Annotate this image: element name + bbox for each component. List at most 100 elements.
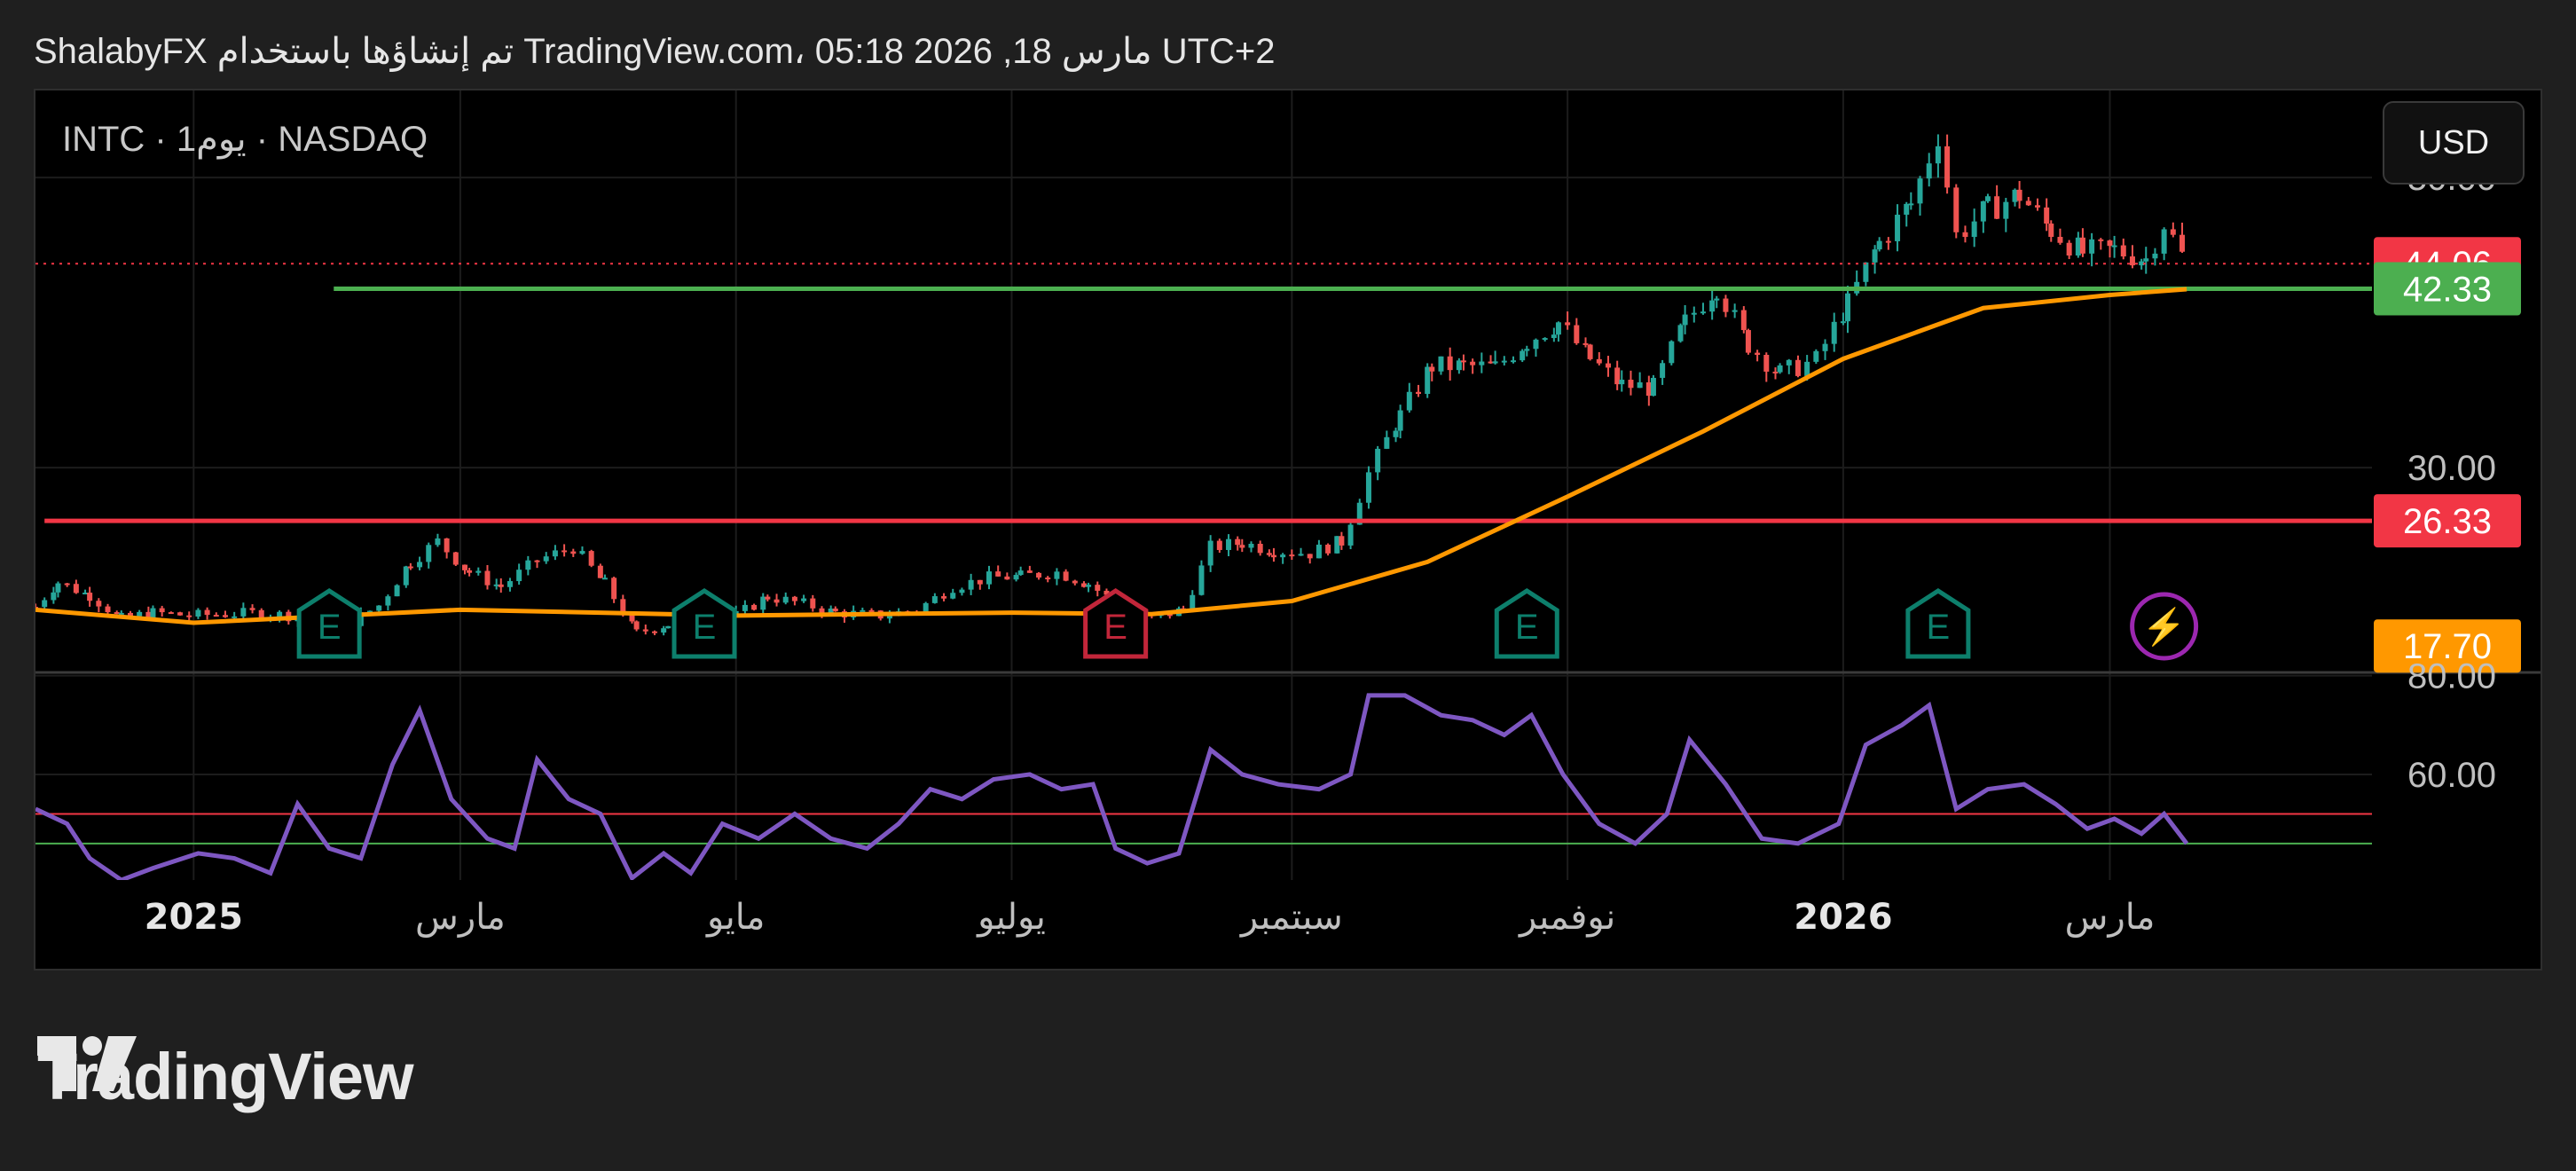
candle-body: [1397, 410, 1403, 431]
candle-body: [1017, 570, 1024, 576]
y-axis-tick-label: 30.00: [2407, 449, 2496, 488]
candle-body: [484, 570, 491, 586]
candle-body: [1063, 571, 1069, 581]
candle-body: [1510, 360, 1516, 363]
candle-body: [1004, 576, 1010, 580]
candle-body: [1660, 363, 1666, 378]
candle-body: [579, 551, 585, 554]
candle-body: [1026, 570, 1033, 573]
x-axis-tick-label: مايو: [705, 897, 765, 938]
candle-body: [1406, 391, 1412, 411]
candle-body: [2048, 224, 2054, 238]
candle-body: [860, 609, 866, 612]
candle-body: [950, 593, 956, 599]
candle-body: [1614, 367, 1621, 385]
candle-body: [240, 608, 247, 617]
candle-body: [1347, 524, 1354, 546]
candle-body: [633, 621, 640, 630]
chart-canvas[interactable]: EEEEE⚡50.0030.0044.0642.3326.3317.7080.0…: [35, 90, 2541, 969]
candle-body: [1714, 298, 1720, 301]
candle-body: [1565, 322, 1571, 326]
candle-body: [1605, 363, 1611, 368]
candle-body: [1080, 583, 1087, 587]
candle-body: [1813, 350, 1819, 362]
candle-body: [1447, 356, 1453, 371]
earnings-marker[interactable]: E: [1905, 588, 1971, 659]
candle-body: [642, 629, 648, 632]
candle-body: [1926, 163, 1932, 179]
tradingview-footer: TradingView: [37, 1036, 414, 1116]
candle-body: [1375, 448, 1381, 473]
candle-body: [277, 611, 283, 617]
candle-body: [629, 615, 635, 622]
candle-body: [1334, 536, 1340, 554]
candle-body: [222, 615, 228, 617]
earnings-marker[interactable]: E: [1494, 588, 1559, 659]
chart-panel[interactable]: EEEEE⚡50.0030.0044.0642.3326.3317.7080.0…: [34, 89, 2542, 971]
candle-body: [118, 612, 124, 615]
candle-body: [1524, 349, 1530, 351]
currency-button[interactable]: USD: [2383, 101, 2525, 185]
candle-body: [186, 615, 192, 617]
candle-body: [1013, 575, 1019, 580]
candle-body: [150, 608, 156, 619]
x-axis-tick-label: سبتمبر: [1239, 897, 1343, 938]
candle-body: [1863, 262, 1869, 282]
candle-body: [1895, 215, 1901, 241]
candle-body: [462, 564, 468, 570]
event-marker-label: E: [1927, 608, 1951, 647]
candle-body: [403, 566, 409, 586]
candle-body: [1298, 554, 1304, 556]
candle-body: [588, 551, 594, 566]
candle-body: [611, 578, 617, 600]
candle-body: [376, 605, 382, 611]
candle-body: [1555, 322, 1561, 335]
candle-body: [2075, 237, 2081, 255]
candle-body: [534, 560, 540, 562]
candle-body: [782, 596, 789, 603]
candle-body: [765, 596, 771, 600]
candle-body: [2044, 207, 2050, 224]
candle-body: [1845, 293, 1851, 322]
earnings-marker-shape: [1083, 588, 1149, 659]
candle-body: [1994, 196, 2000, 219]
candle-body: [1425, 366, 1431, 395]
candle-body: [828, 609, 834, 614]
candle-body: [1831, 321, 1837, 344]
candle-body: [2152, 253, 2158, 259]
candle-body: [562, 550, 568, 553]
candle-body: [1755, 352, 1761, 355]
candle-body: [1574, 325, 1580, 343]
earnings-marker[interactable]: E: [671, 588, 737, 659]
candle-body: [1904, 203, 1910, 216]
candle-body: [1628, 380, 1634, 389]
earnings-marker[interactable]: E: [296, 588, 362, 659]
candle-body: [1723, 298, 1729, 312]
candle-body: [2170, 229, 2176, 235]
candle-body: [1315, 544, 1322, 559]
candle-body: [1248, 544, 1254, 548]
earnings-marker-shape: [1494, 588, 1559, 659]
candle-body: [1677, 325, 1684, 342]
earnings-marker[interactable]: E: [1083, 588, 1149, 659]
candle-body: [435, 538, 441, 546]
candle-body: [1456, 360, 1462, 371]
candle-body: [1289, 554, 1295, 557]
rsi-axis-tick-label: 60.00: [2407, 756, 2496, 795]
candle-body: [452, 552, 459, 565]
earnings-marker-shape: [1905, 588, 1971, 659]
tradingview-logo-icon: [37, 1036, 137, 1091]
candle-body: [73, 584, 79, 593]
candle-body: [1700, 311, 1706, 314]
candle-body: [1488, 361, 1494, 364]
candle-body: [1596, 358, 1602, 364]
dividend-marker[interactable]: ⚡: [2130, 592, 2199, 661]
event-marker-label: E: [693, 608, 717, 647]
candle-body: [941, 596, 947, 599]
candle-body: [665, 625, 671, 629]
candle-body: [959, 589, 965, 593]
dividend-marker-shape: [2130, 592, 2199, 661]
candle-body: [1103, 590, 1110, 595]
candle-body: [1226, 538, 1232, 550]
candle-body: [2016, 189, 2022, 201]
